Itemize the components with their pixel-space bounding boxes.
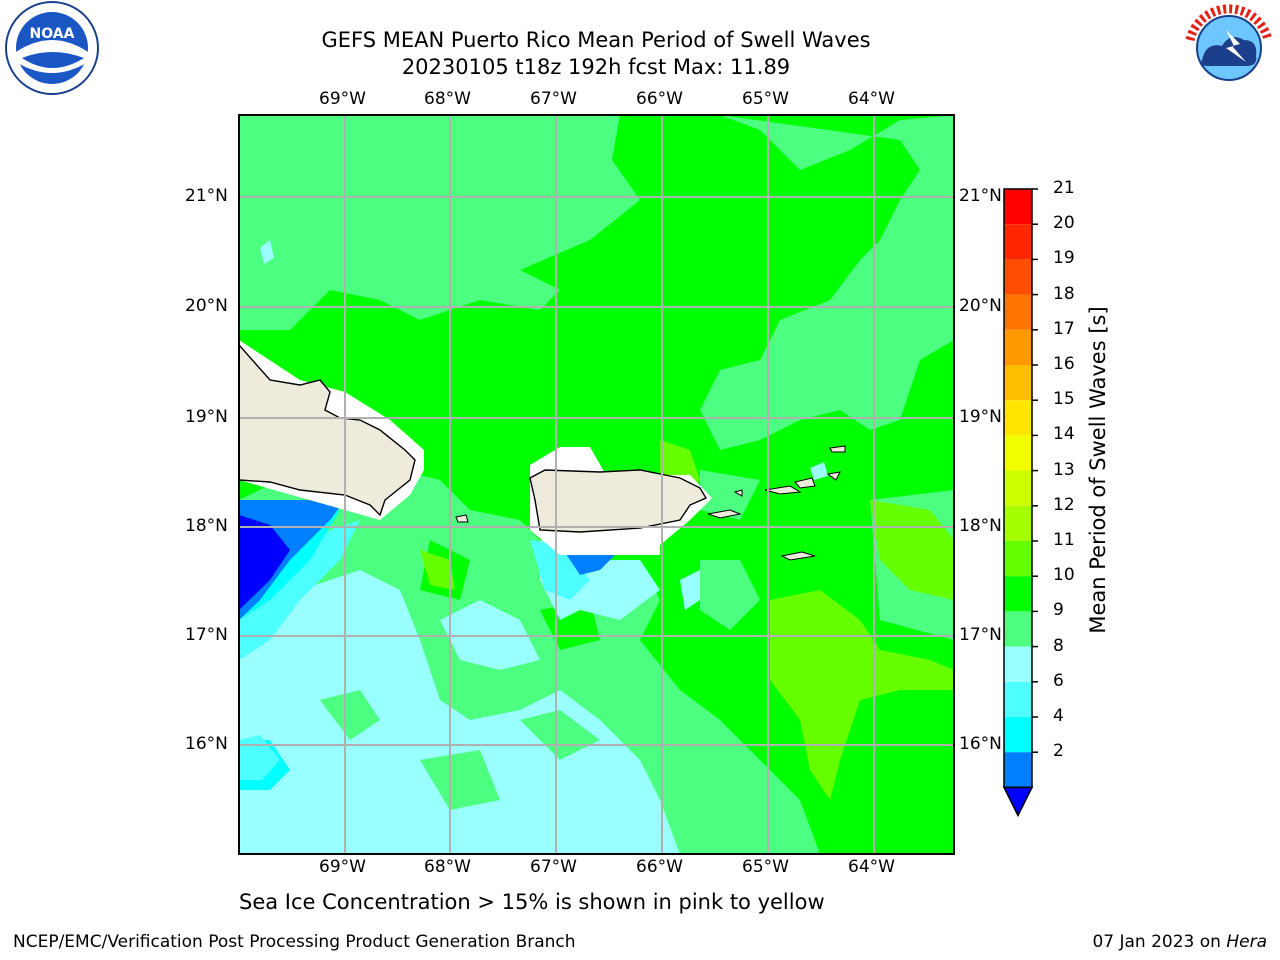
footer-date: 07 Jan 2023 on Hera — [1092, 932, 1267, 952]
lat-label-right: 18°N — [959, 516, 1002, 536]
colorbar-swatch — [1004, 294, 1032, 330]
colorbar-tick-label: 2 — [1053, 741, 1064, 762]
lat-label-left: 16°N — [185, 734, 228, 754]
colorbar-swatch — [1004, 681, 1032, 717]
lat-label-right: 21°N — [959, 186, 1002, 206]
colorbar-tick-label: 13 — [1053, 459, 1075, 480]
lon-label-top: 65°W — [742, 89, 789, 109]
colorbar-swatch — [1004, 576, 1032, 612]
swell-period-map — [239, 115, 954, 854]
lat-label-left: 19°N — [185, 407, 228, 427]
lon-label-top: 67°W — [530, 89, 577, 109]
map-gridlines — [239, 115, 954, 854]
colorbar-swatch — [1004, 365, 1032, 401]
colorbar-swatch — [1004, 646, 1032, 682]
colorbar-tick-label: 6 — [1053, 670, 1064, 691]
colorbar-tick-label: 19 — [1053, 248, 1075, 269]
colorbar-tick-label: 14 — [1053, 424, 1075, 445]
colorbar-frame — [1003, 188, 1033, 789]
colorbar-tick-label: 10 — [1053, 565, 1075, 586]
lon-label-bottom: 66°W — [636, 857, 683, 877]
lon-label-bottom: 64°W — [848, 857, 895, 877]
lat-label-right: 16°N — [959, 734, 1002, 754]
lat-label-right: 19°N — [959, 407, 1002, 427]
lon-label-top: 66°W — [636, 89, 683, 109]
colorbar-swatch — [1004, 541, 1032, 577]
lat-label-left: 17°N — [185, 625, 228, 645]
noaa-logo-text: NOAA — [30, 26, 75, 42]
colorbar-tick-label: 9 — [1053, 600, 1064, 621]
nws-logo — [1183, 2, 1275, 94]
lon-label-bottom: 69°W — [319, 857, 366, 877]
footer-host: Hera — [1226, 932, 1267, 952]
lat-label-right: 20°N — [959, 296, 1002, 316]
chart-subtitle: 20230105 t18z 192h fcst Max: 11.89 — [401, 55, 791, 79]
colorbar-tick-label: 21 — [1053, 178, 1075, 198]
lon-label-top: 68°W — [424, 89, 471, 109]
colorbar-swatch — [1004, 752, 1032, 788]
colorbar-tick-label: 4 — [1053, 706, 1064, 726]
colorbar-swatch — [1004, 717, 1032, 753]
lat-label-left: 20°N — [185, 296, 228, 316]
lon-label-bottom: 67°W — [530, 857, 577, 877]
lat-label-left: 18°N — [185, 516, 228, 536]
colorbar-swatch — [1004, 224, 1032, 260]
colorbar-swatch — [1004, 611, 1032, 647]
lon-label-bottom: 68°W — [424, 857, 471, 877]
colorbar — [1002, 188, 1038, 818]
lon-label-bottom: 65°W — [742, 857, 789, 877]
colorbar-tick-label: 11 — [1053, 530, 1075, 550]
colorbar-tick-label: 17 — [1053, 318, 1075, 339]
colorbar-swatch — [1004, 259, 1032, 295]
sea-ice-caption: Sea Ice Concentration > 15% is shown in … — [239, 890, 825, 914]
noaa-logo: NOAA — [5, 1, 99, 95]
colorbar-tick-label: 8 — [1053, 635, 1064, 656]
lat-label-right: 17°N — [959, 625, 1002, 645]
colorbar-title: Mean Period of Swell Waves [s] — [1086, 306, 1110, 634]
lon-label-top: 69°W — [319, 89, 366, 109]
colorbar-swatch — [1004, 189, 1032, 225]
chart-title: GEFS MEAN Puerto Rico Mean Period of Swe… — [321, 28, 871, 52]
colorbar-tick-label: 12 — [1053, 494, 1075, 515]
lat-label-left: 21°N — [185, 186, 228, 206]
colorbar-swatch — [1004, 435, 1032, 471]
footer-credit: NCEP/EMC/Verification Post Processing Pr… — [13, 932, 576, 952]
colorbar-tick-label: 18 — [1053, 283, 1075, 304]
colorbar-swatch — [1004, 470, 1032, 506]
colorbar-extend-triangle — [1002, 786, 1034, 818]
map-frame — [238, 114, 955, 855]
colorbar-tick-label: 16 — [1053, 354, 1075, 374]
lon-label-top: 64°W — [848, 89, 895, 109]
footer-date-text: 07 Jan 2023 on — [1092, 932, 1227, 952]
colorbar-swatch — [1004, 505, 1032, 541]
colorbar-tick-label: 20 — [1053, 213, 1075, 234]
colorbar-swatch — [1004, 400, 1032, 436]
colorbar-tick-label: 15 — [1053, 389, 1075, 410]
colorbar-swatch — [1004, 329, 1032, 365]
